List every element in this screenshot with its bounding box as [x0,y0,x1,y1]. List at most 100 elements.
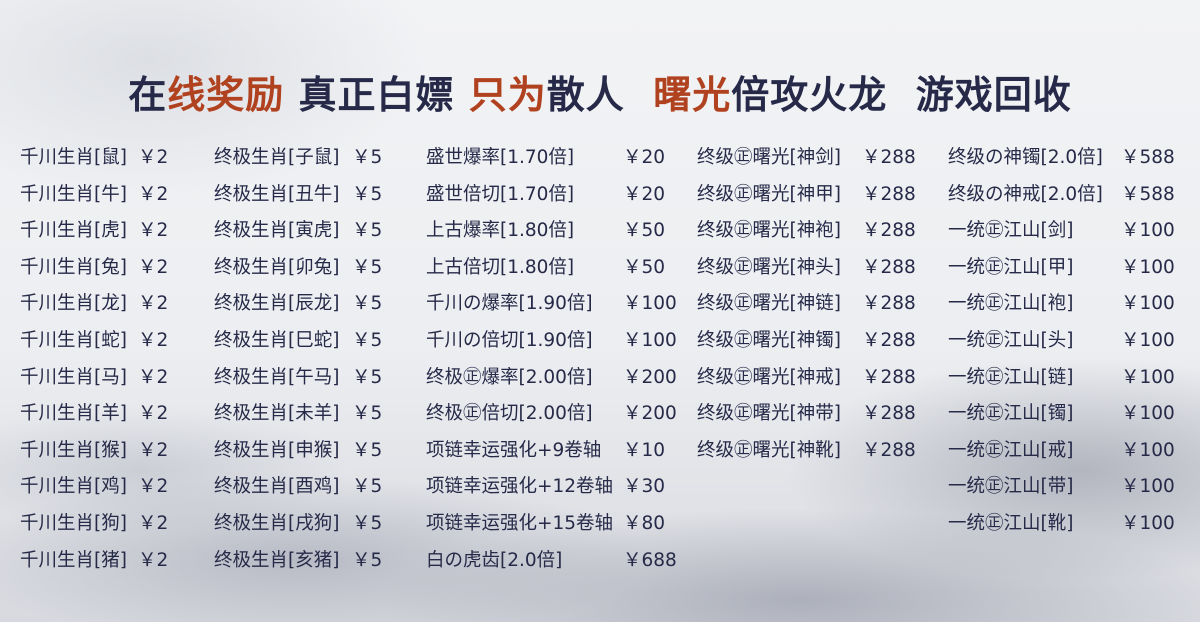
item-price: ￥688 [623,549,677,571]
item-price: ￥100 [623,329,677,351]
item-price: ￥288 [862,220,916,242]
item-name: 终极生肖[卯兔] [214,256,340,278]
item-name: 终极生肖[巳蛇] [214,329,340,351]
item-name: 千川生肖[狗] [20,512,127,534]
item-price: ￥2 [138,549,169,571]
item-name: 千川生肖[鸡] [20,476,127,498]
item-price: ￥5 [352,220,383,242]
item-price: ￥2 [138,512,169,534]
item-price: ￥5 [352,329,383,351]
item-price: ￥5 [352,549,383,571]
item-price: ￥100 [1121,403,1175,425]
item-name: 终极生肖[午马] [214,366,340,388]
item-price: ￥2 [138,256,169,278]
item-price: ￥5 [352,183,383,205]
item-name: 一统㊣江山[头] [948,329,1074,351]
item-price: ￥20 [623,183,666,205]
item-price: ￥2 [138,366,169,388]
item-name: 终极生肖[辰龙] [214,293,340,315]
item-name: 终级㊣曙光[神剑] [697,147,841,168]
item-name: 盛世倍切[1.70倍] [426,183,575,205]
item-name: 终极生肖[申猴] [214,439,340,461]
item-price: ￥5 [352,293,383,315]
item-price: ￥2 [138,329,169,351]
item-price: ￥5 [352,403,383,425]
item-name: 千川生肖[兔] [20,256,127,278]
item-price: ￥100 [1121,439,1175,461]
item-name: 终极生肖[戌狗] [214,512,340,534]
item-name: 千川の倍切[1.90倍] [426,329,593,351]
item-price: ￥100 [1121,220,1175,242]
item-price: ￥588 [1121,147,1175,168]
item-price: ￥288 [862,183,916,205]
item-name: 终级㊣曙光[神甲] [697,183,841,205]
title-segment: 倍攻火龙 游戏回收 [731,73,1072,117]
item-name: 项链幸运强化+12卷轴 [426,476,614,498]
item-name: 终极生肖[子鼠] [214,147,340,168]
item-price: ￥100 [1121,256,1175,278]
item-name: 终级㊣曙光[神头] [697,256,841,278]
title-segment: 散人 [546,73,654,117]
item-price: ￥2 [138,183,169,205]
item-price: ￥288 [862,366,916,388]
item-name: 终级㊣曙光[神袍] [697,220,841,242]
banner-title: 在线奖励 真正白嫖 只为散人 曙光倍攻火龙 游戏回收 [0,64,1200,119]
item-price: ￥5 [352,439,383,461]
item-name: 千川生肖[龙] [20,293,127,315]
item-name: 终极㊣倍切[2.00倍] [426,403,593,425]
item-name: 一统㊣江山[链] [948,366,1074,388]
item-price: ￥5 [352,366,383,388]
item-name: 千川生肖[虎] [20,220,127,242]
item-name: 终极生肖[酉鸡] [214,476,340,498]
title-segment: 真正白嫖 [284,73,469,117]
item-price: ￥288 [862,329,916,351]
item-price: ￥2 [138,220,169,242]
item-name: 终级㊣曙光[神戒] [697,366,841,388]
item-price: ￥288 [862,403,916,425]
title-segment: 线奖励 [167,73,285,117]
item-price: ￥30 [623,476,666,498]
item-name: 上古爆率[1.80倍] [426,220,575,242]
item-name: 一统㊣江山[镯] [948,403,1074,425]
item-price: ￥50 [623,256,666,278]
item-name: 终级㊣曙光[神镯] [697,329,841,351]
item-name: 终极生肖[亥猪] [214,549,340,571]
item-name: 一统㊣江山[戒] [948,439,1074,461]
item-price: ￥20 [623,147,666,168]
item-price: ￥200 [623,366,677,388]
item-name: 盛世爆率[1.70倍] [426,147,575,168]
item-price: ￥100 [623,293,677,315]
item-name: 终级㊣曙光[神链] [697,293,841,315]
item-name: 终极生肖[寅虎] [214,220,340,242]
item-name: 千川生肖[羊] [20,403,127,425]
item-name: 终级の神戒[2.0倍] [948,183,1103,205]
item-name: 终级㊣曙光[神带] [697,403,841,425]
item-price: ￥2 [138,293,169,315]
title-segment: 在 [128,73,168,117]
item-price: ￥200 [623,403,677,425]
item-price: ￥100 [1121,366,1175,388]
item-price: ￥5 [352,147,383,168]
item-name: 千川生肖[蛇] [20,329,127,351]
item-name: 终极㊣爆率[2.00倍] [426,366,593,388]
item-name: 一统㊣江山[带] [948,476,1074,498]
item-price: ￥588 [1121,183,1175,205]
item-price: ￥288 [862,293,916,315]
item-name: 白の虎齿[2.0倍] [426,549,563,571]
item-name: 千川生肖[鼠] [20,147,127,168]
item-name: 一统㊣江山[靴] [948,512,1074,534]
item-price: ￥2 [138,403,169,425]
item-price: ￥288 [862,147,916,168]
item-name: 项链幸运强化+15卷轴 [426,512,614,534]
item-name: 千川生肖[牛] [20,183,127,205]
item-name: 上古倍切[1.80倍] [426,256,575,278]
item-price: ￥288 [862,439,916,461]
item-price: ￥5 [352,256,383,278]
item-price: ￥100 [1121,293,1175,315]
item-price: ￥100 [1121,476,1175,498]
item-price: ￥5 [352,512,383,534]
item-name: 一统㊣江山[甲] [948,256,1074,278]
item-name: 终极生肖[丑牛] [214,183,340,205]
item-name: 终级㊣曙光[神靴] [697,439,841,461]
item-name: 千川生肖[猪] [20,549,127,571]
